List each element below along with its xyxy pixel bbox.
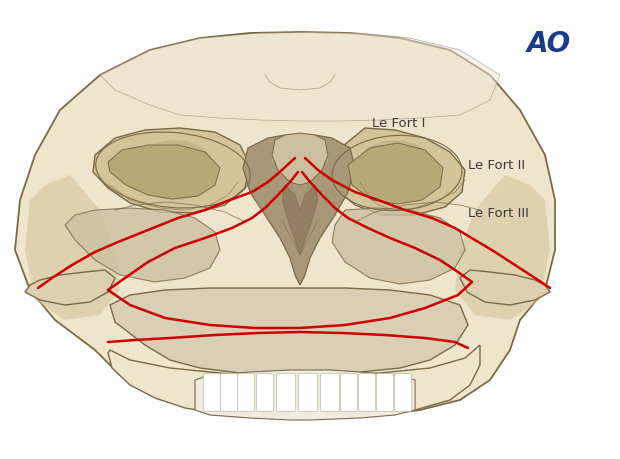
- FancyBboxPatch shape: [257, 374, 273, 412]
- Polygon shape: [108, 145, 220, 199]
- Polygon shape: [100, 32, 500, 121]
- Text: AO: AO: [526, 29, 571, 58]
- FancyBboxPatch shape: [237, 374, 254, 412]
- Polygon shape: [455, 175, 550, 320]
- FancyBboxPatch shape: [277, 374, 296, 412]
- Polygon shape: [65, 208, 220, 282]
- FancyBboxPatch shape: [394, 374, 412, 412]
- Polygon shape: [272, 133, 328, 185]
- FancyBboxPatch shape: [376, 374, 394, 412]
- Polygon shape: [110, 288, 468, 375]
- FancyBboxPatch shape: [340, 374, 358, 412]
- Polygon shape: [243, 134, 355, 285]
- Polygon shape: [348, 143, 443, 204]
- Polygon shape: [15, 32, 555, 415]
- Polygon shape: [282, 185, 318, 255]
- Ellipse shape: [355, 140, 435, 200]
- Ellipse shape: [135, 140, 215, 200]
- Polygon shape: [195, 370, 415, 420]
- Polygon shape: [108, 345, 480, 418]
- Polygon shape: [460, 270, 550, 305]
- Text: Le Fort I: Le Fort I: [372, 118, 425, 130]
- Polygon shape: [93, 128, 250, 213]
- Text: Le Fort III: Le Fort III: [468, 207, 529, 220]
- Polygon shape: [332, 208, 465, 284]
- Text: Le Fort II: Le Fort II: [468, 159, 525, 172]
- FancyBboxPatch shape: [358, 374, 376, 412]
- FancyBboxPatch shape: [321, 374, 340, 412]
- Polygon shape: [25, 270, 115, 305]
- Polygon shape: [330, 128, 465, 215]
- FancyBboxPatch shape: [221, 374, 237, 412]
- FancyBboxPatch shape: [298, 374, 317, 412]
- Polygon shape: [25, 175, 120, 320]
- FancyBboxPatch shape: [203, 374, 221, 412]
